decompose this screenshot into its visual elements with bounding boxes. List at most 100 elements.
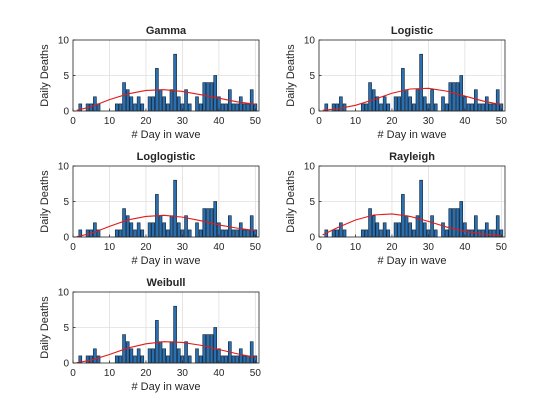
bar bbox=[415, 89, 420, 112]
bar bbox=[187, 229, 192, 238]
bar bbox=[129, 96, 134, 112]
bar bbox=[198, 229, 203, 238]
y-tick-label: 10 bbox=[304, 162, 316, 173]
bar bbox=[444, 229, 449, 238]
y-axis-label: Daily Deaths bbox=[39, 296, 51, 359]
subplot-title: Gamma bbox=[146, 25, 187, 37]
bar bbox=[488, 103, 493, 112]
y-axis-label: Daily Deaths bbox=[285, 44, 297, 107]
bar bbox=[360, 229, 365, 238]
bar bbox=[477, 103, 482, 112]
bar bbox=[382, 222, 387, 238]
bar bbox=[368, 82, 372, 112]
x-tick-label: 50 bbox=[496, 116, 508, 127]
bar bbox=[213, 75, 218, 112]
bar bbox=[470, 229, 474, 238]
bar bbox=[162, 348, 166, 364]
bar bbox=[195, 222, 199, 238]
bar bbox=[136, 222, 141, 238]
bar bbox=[158, 341, 163, 364]
y-tick-label: 0 bbox=[309, 107, 315, 118]
bar bbox=[140, 103, 145, 112]
bar bbox=[386, 229, 391, 238]
x-tick-label: 10 bbox=[350, 116, 362, 127]
bar bbox=[93, 348, 97, 364]
subplot-rayleigh: 0 10 20 30 40 50 0 5 10 Rayleigh # Day in wave Dail… bbox=[285, 151, 507, 267]
x-tick-label: 20 bbox=[386, 116, 398, 127]
bar bbox=[470, 103, 474, 112]
bar bbox=[459, 201, 464, 238]
bar bbox=[231, 103, 236, 112]
bar bbox=[401, 68, 405, 112]
bar bbox=[495, 215, 500, 238]
bar bbox=[147, 222, 152, 238]
bar bbox=[155, 320, 159, 364]
bar bbox=[96, 355, 101, 364]
y-tick-label: 5 bbox=[309, 71, 315, 82]
bar bbox=[335, 103, 340, 112]
bar bbox=[166, 103, 170, 112]
bar bbox=[246, 229, 250, 238]
y-tick-label: 10 bbox=[58, 288, 70, 299]
bar bbox=[184, 89, 188, 112]
bar bbox=[114, 229, 119, 238]
bar bbox=[209, 334, 214, 364]
x-tick-label: 30 bbox=[177, 242, 189, 253]
bar bbox=[224, 103, 228, 112]
bar bbox=[118, 103, 123, 112]
x-tick-label: 30 bbox=[177, 116, 189, 127]
bar bbox=[422, 96, 427, 112]
x-tick-label: 40 bbox=[213, 116, 225, 127]
bar bbox=[93, 222, 97, 238]
x-tick-label: 40 bbox=[213, 242, 225, 253]
bar bbox=[430, 215, 434, 238]
bar bbox=[408, 222, 412, 238]
bar bbox=[331, 103, 336, 112]
y-tick-label: 10 bbox=[58, 36, 70, 47]
bar bbox=[393, 222, 398, 238]
bar bbox=[213, 201, 218, 238]
bar bbox=[133, 229, 137, 238]
bar bbox=[176, 348, 181, 364]
bar bbox=[133, 103, 137, 112]
bar bbox=[187, 355, 192, 364]
bar bbox=[393, 96, 398, 112]
bar bbox=[118, 229, 123, 238]
x-tick-label: 50 bbox=[496, 242, 508, 253]
bar bbox=[140, 229, 145, 238]
x-tick-label: 50 bbox=[250, 116, 262, 127]
bar bbox=[397, 96, 402, 112]
bar bbox=[386, 103, 391, 112]
bar bbox=[246, 355, 250, 364]
bar bbox=[433, 229, 438, 238]
bar bbox=[169, 89, 174, 112]
bar bbox=[125, 215, 130, 238]
x-tick-label: 0 bbox=[316, 242, 322, 253]
bar bbox=[249, 89, 254, 112]
bar bbox=[474, 89, 478, 112]
bar bbox=[122, 82, 126, 112]
x-axis-label: # Day in wave bbox=[131, 381, 200, 393]
y-tick-label: 0 bbox=[63, 359, 69, 370]
x-tick-label: 40 bbox=[213, 368, 225, 379]
bar bbox=[176, 222, 181, 238]
bar bbox=[195, 348, 199, 364]
bar bbox=[125, 89, 130, 112]
bar bbox=[331, 229, 336, 238]
bar bbox=[379, 229, 383, 238]
bar bbox=[122, 208, 126, 238]
x-axis-label: # Day in wave bbox=[131, 255, 200, 267]
bar bbox=[364, 103, 369, 112]
bar bbox=[484, 96, 489, 112]
bar bbox=[166, 355, 170, 364]
x-tick-label: 0 bbox=[70, 242, 76, 253]
bar bbox=[151, 348, 156, 364]
bar bbox=[452, 82, 456, 112]
fit-curve-line bbox=[76, 214, 256, 238]
y-tick-label: 5 bbox=[63, 323, 69, 334]
bar bbox=[246, 103, 250, 112]
x-tick-label: 0 bbox=[70, 368, 76, 379]
x-tick-label: 0 bbox=[70, 116, 76, 127]
bar bbox=[169, 215, 174, 238]
bar bbox=[404, 89, 409, 112]
